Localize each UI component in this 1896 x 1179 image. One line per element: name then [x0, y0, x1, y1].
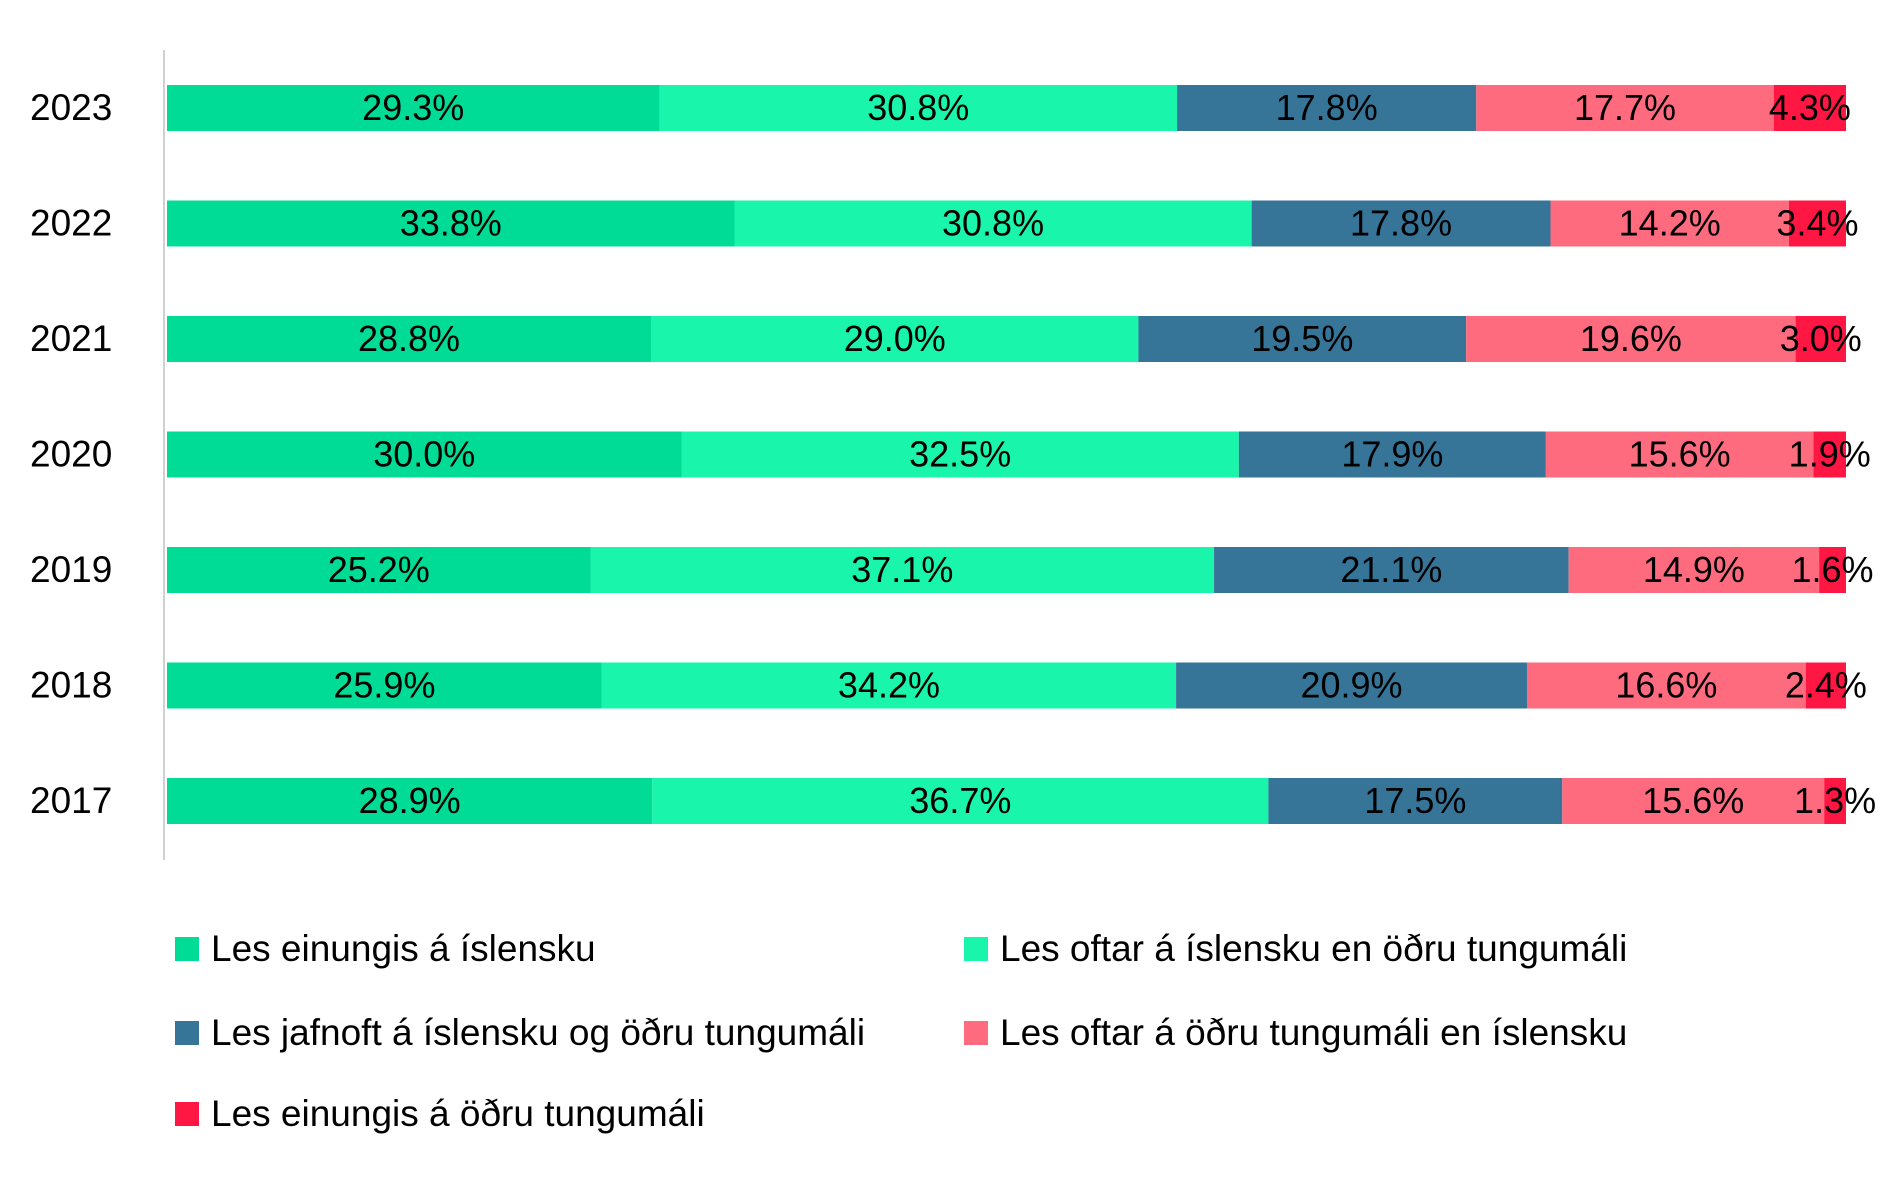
bar-segment	[1550, 200, 1789, 247]
bar-segment	[1214, 547, 1569, 593]
bar-segment	[1773, 85, 1846, 131]
bar-segment	[167, 316, 652, 362]
bar-segment	[1568, 547, 1820, 593]
data-label: 19.6%	[1580, 318, 1682, 359]
data-label: 37.1%	[851, 549, 953, 590]
data-label: 34.2%	[838, 665, 940, 706]
legend-label: Les oftar á öðru tungumáli en íslensku	[1000, 1012, 1628, 1053]
y-tick-label: 2022	[30, 203, 112, 244]
bar-segment	[1805, 662, 1846, 709]
bar-segment	[1788, 200, 1846, 247]
bar-segment	[652, 778, 1269, 824]
data-label: 30.0%	[373, 434, 475, 475]
bar-segment	[1251, 200, 1551, 247]
data-label: 4.3%	[1769, 87, 1851, 128]
data-label: 25.2%	[328, 549, 430, 590]
data-label: 17.8%	[1350, 203, 1452, 244]
bar-segment	[1824, 778, 1846, 824]
legend-label: Les jafnoft á íslensku og öðru tungumáli	[211, 1012, 866, 1053]
data-label: 1.9%	[1789, 434, 1871, 475]
legend-item: Les oftar á íslensku en öðru tungumáli	[964, 928, 1627, 970]
data-label: 17.7%	[1574, 87, 1676, 128]
legend-label: Les einungis á öðru tungumáli	[211, 1093, 705, 1134]
legend-label: Les einungis á íslensku	[211, 928, 596, 969]
data-label: 1.3%	[1794, 780, 1876, 821]
data-label: 25.9%	[333, 665, 435, 706]
data-label: 17.9%	[1341, 434, 1443, 475]
bar-segment	[1819, 547, 1846, 593]
bar-segment	[590, 547, 1215, 593]
y-tick-label: 2023	[30, 87, 112, 128]
bar-segment	[1176, 662, 1527, 709]
data-label: 29.3%	[362, 87, 464, 128]
bar-segment	[1177, 85, 1477, 131]
data-label: 30.8%	[942, 203, 1044, 244]
bar-segment	[1466, 316, 1796, 362]
legend-swatch	[175, 1102, 199, 1126]
data-label: 30.8%	[867, 87, 969, 128]
bar-segment	[1138, 316, 1467, 362]
data-label: 29.0%	[844, 318, 946, 359]
bar-segment	[734, 200, 1252, 247]
legend-item: Les jafnoft á íslensku og öðru tungumáli	[175, 1012, 865, 1054]
legend-item: Les oftar á öðru tungumáli en íslensku	[964, 1012, 1627, 1054]
data-label: 33.8%	[400, 203, 502, 244]
bar-segment	[1545, 431, 1814, 478]
legend-swatch	[964, 937, 988, 961]
bar-segment	[167, 85, 660, 131]
legend-label: Les oftar á íslensku en öðru tungumáli	[1000, 928, 1628, 969]
bar-segment	[1526, 662, 1806, 709]
bar-segment	[659, 85, 1178, 131]
legend-item: Les einungis á öðru tungumáli	[175, 1093, 705, 1135]
data-label: 21.1%	[1340, 549, 1442, 590]
bar-segment	[1562, 778, 1825, 824]
bar-segment	[651, 316, 1139, 362]
data-label: 16.6%	[1615, 665, 1717, 706]
bar-segment	[167, 778, 653, 824]
bar-segment	[1238, 431, 1546, 478]
data-label: 2.4%	[1785, 665, 1867, 706]
bar-segment	[1268, 778, 1563, 824]
data-label: 3.4%	[1776, 203, 1858, 244]
data-label: 20.9%	[1300, 665, 1402, 706]
y-tick-label: 2019	[30, 549, 112, 590]
bar-segment	[167, 431, 682, 478]
legend-swatch	[175, 937, 199, 961]
y-tick-label: 2018	[30, 665, 112, 706]
y-tick-label: 2021	[30, 318, 112, 359]
data-label: 28.8%	[358, 318, 460, 359]
bar-segment	[167, 547, 591, 593]
bar-segment	[1813, 431, 1846, 478]
stacked-bar-chart: 2023 29.3% 30.8% 17.8% 17.7% 4.3% 2022 33.8% 30.…	[30, 50, 1876, 860]
data-label: 15.6%	[1642, 780, 1744, 821]
bar-segment	[1476, 85, 1774, 131]
legend-swatch	[175, 1021, 199, 1045]
data-label: 3.0%	[1780, 318, 1862, 359]
data-label: 28.9%	[359, 780, 461, 821]
bar-segment	[167, 200, 735, 247]
data-label: 14.9%	[1643, 549, 1745, 590]
data-label: 17.5%	[1364, 780, 1466, 821]
data-label: 36.7%	[909, 780, 1011, 821]
data-label: 19.5%	[1251, 318, 1353, 359]
data-label: 32.5%	[909, 434, 1011, 475]
data-label: 17.8%	[1276, 87, 1378, 128]
data-label: 15.6%	[1629, 434, 1731, 475]
bar-segment	[1795, 316, 1846, 362]
bar-segment	[681, 431, 1239, 478]
data-label: 14.2%	[1619, 203, 1721, 244]
legend-item: Les einungis á íslensku	[175, 928, 596, 970]
bar-segment	[601, 662, 1177, 709]
y-tick-label: 2017	[30, 780, 112, 821]
bar-segment	[167, 662, 602, 709]
data-label: 1.6%	[1792, 549, 1874, 590]
legend-swatch	[964, 1021, 988, 1045]
y-tick-label: 2020	[30, 434, 112, 475]
